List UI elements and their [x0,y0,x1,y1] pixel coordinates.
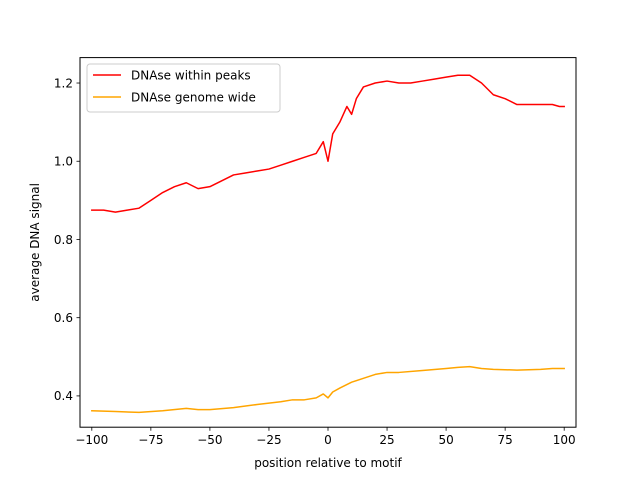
x-tick-label: 100 [553,433,576,447]
y-tick-label: 0.4 [54,389,73,403]
x-tick-label: 75 [498,433,513,447]
plot-area [80,57,576,428]
legend-frame [86,63,281,113]
x-axis: −100 −75 −50 −25 0 25 50 75 100 [75,427,576,447]
y-axis-title: average DNA signal [28,183,42,302]
y-tick-label: 0.8 [54,233,73,247]
y-tick-label: 1.0 [54,155,73,169]
x-tick-label: −75 [138,433,163,447]
legend-label-dnase-within-peaks: DNAse within peaks [131,69,251,83]
legend-label-dnase-genome-wide: DNAse genome wide [131,91,256,105]
y-tick-label: 0.6 [54,311,73,325]
x-tick-label: 50 [438,433,453,447]
series-line-dnase-within-peaks [91,74,565,213]
y-tick-label: 1.2 [54,76,73,90]
series-layer [91,74,565,414]
series-line-dnase-genome-wide [91,365,565,414]
x-tick-label: −25 [256,433,281,447]
x-tick-label: −100 [75,433,108,447]
x-tick-label: 0 [324,433,332,447]
y-axis: 0.4 0.6 0.8 1.0 1.2 [54,76,80,403]
legend: DNAse within peaks DNAse genome wide [86,63,281,113]
x-tick-label: 25 [379,433,394,447]
x-axis-title: position relative to motif [254,456,402,470]
x-tick-label: −50 [197,433,222,447]
